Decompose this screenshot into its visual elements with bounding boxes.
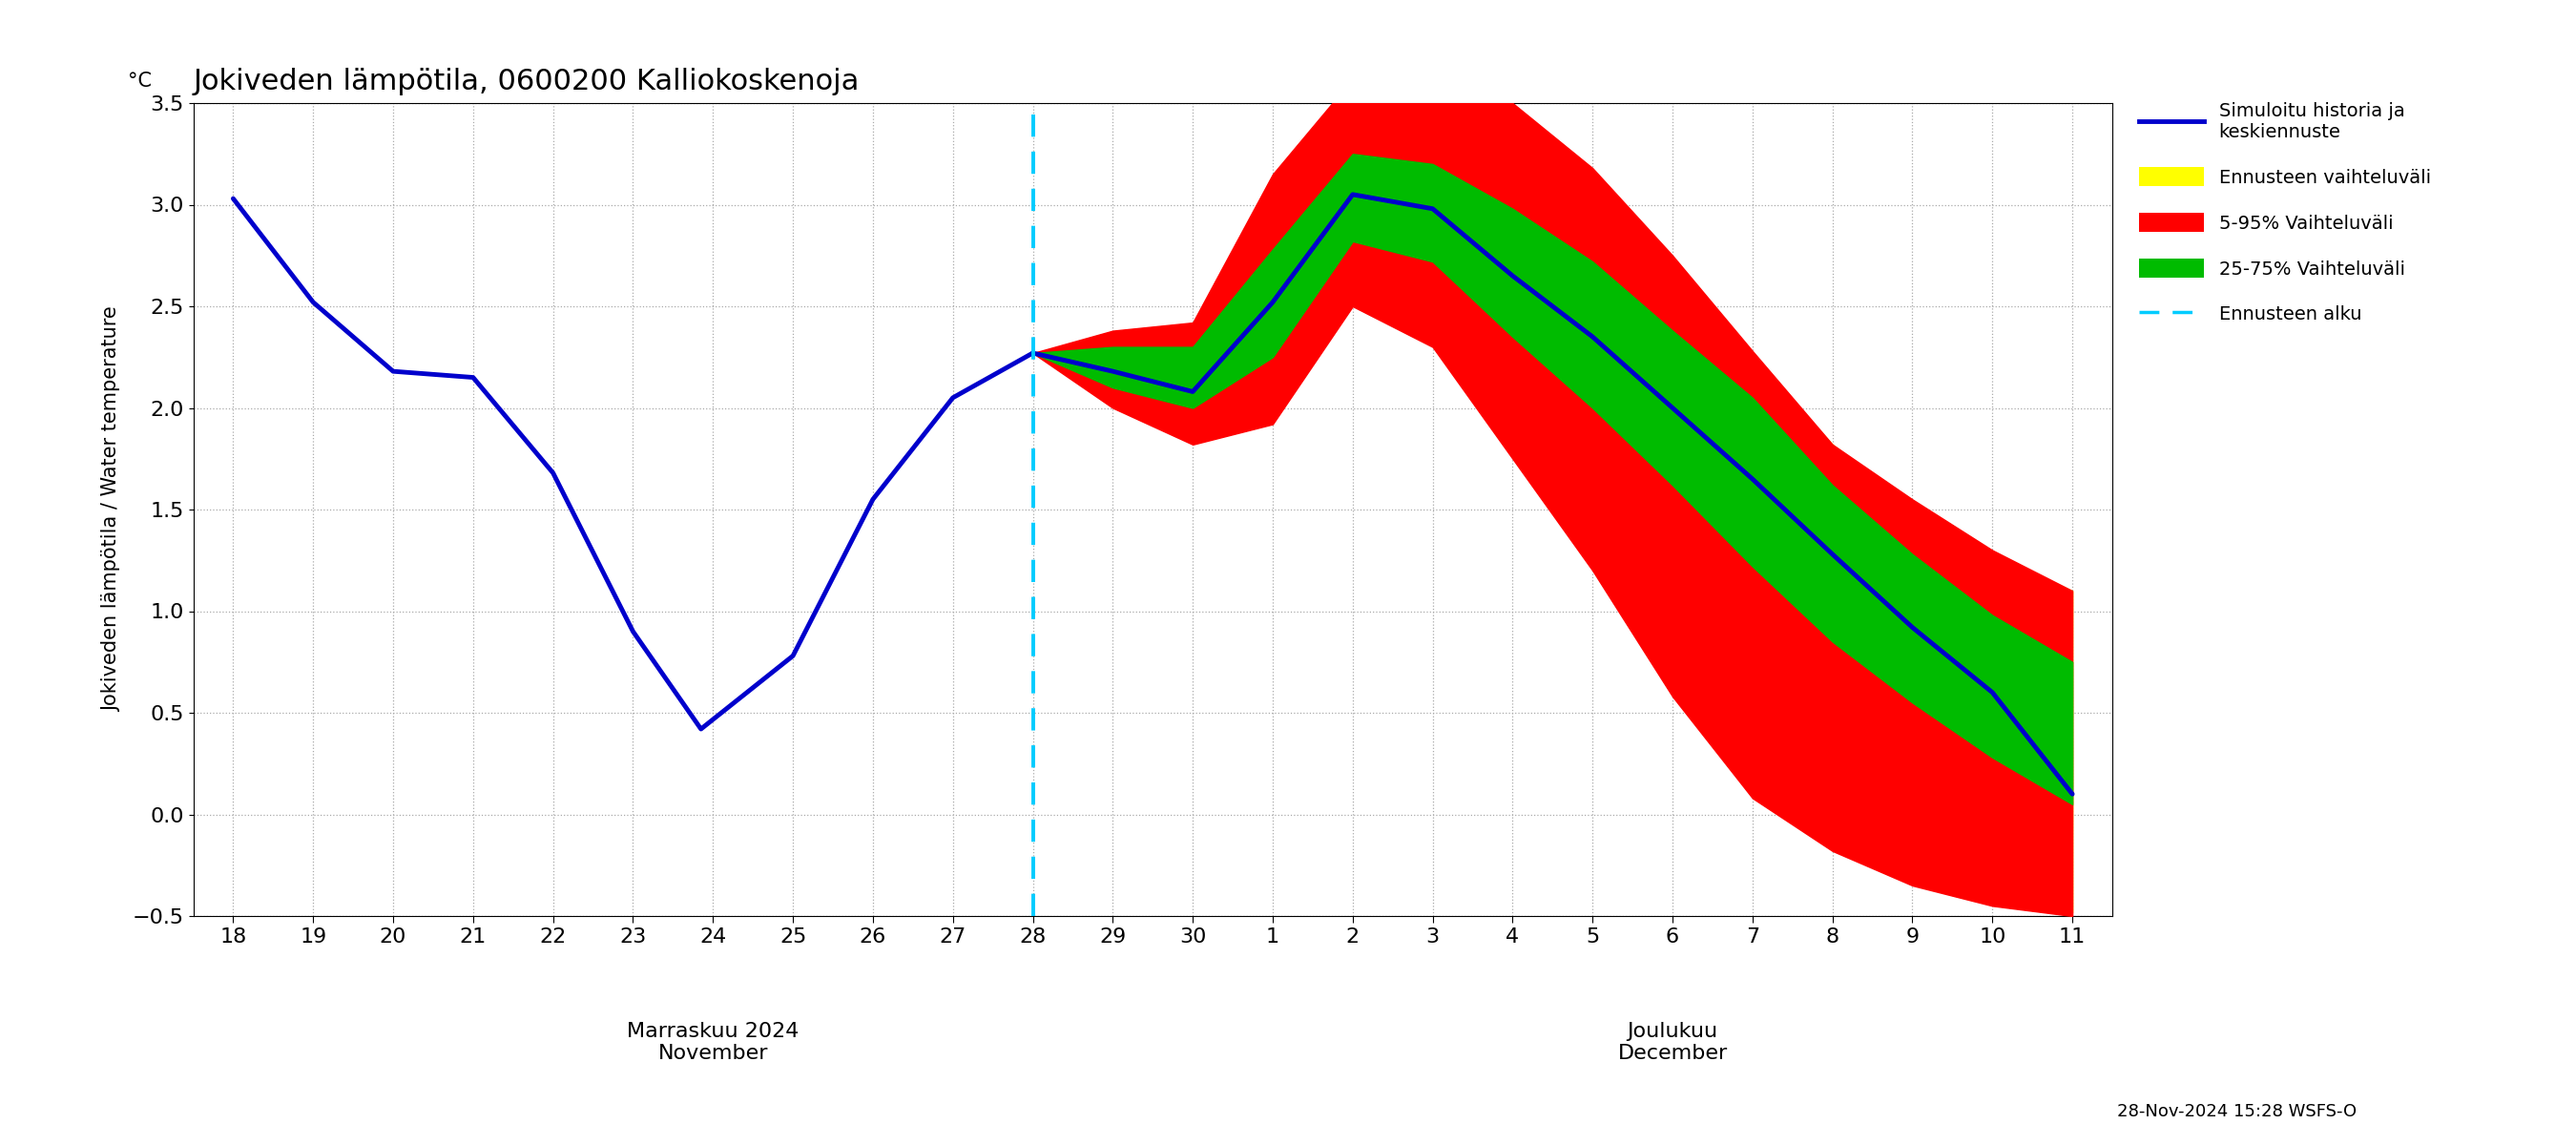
Text: Marraskuu 2024
November: Marraskuu 2024 November (626, 1021, 799, 1063)
Legend: Simuloitu historia ja
keskiennuste, Ennusteen vaihteluväli, 5-95% Vaihteluväli, : Simuloitu historia ja keskiennuste, Ennu… (2130, 95, 2437, 331)
Y-axis label: Jokiveden lämpötila / Water temperature: Jokiveden lämpötila / Water temperature (103, 307, 121, 712)
Text: 28-Nov-2024 15:28 WSFS-O: 28-Nov-2024 15:28 WSFS-O (2117, 1103, 2357, 1120)
Text: °C: °C (129, 72, 152, 90)
Text: Joulukuu
December: Joulukuu December (1618, 1021, 1728, 1063)
Text: Jokiveden lämpötila, 0600200 Kalliokoskenoja: Jokiveden lämpötila, 0600200 Kalliokoske… (193, 68, 860, 95)
